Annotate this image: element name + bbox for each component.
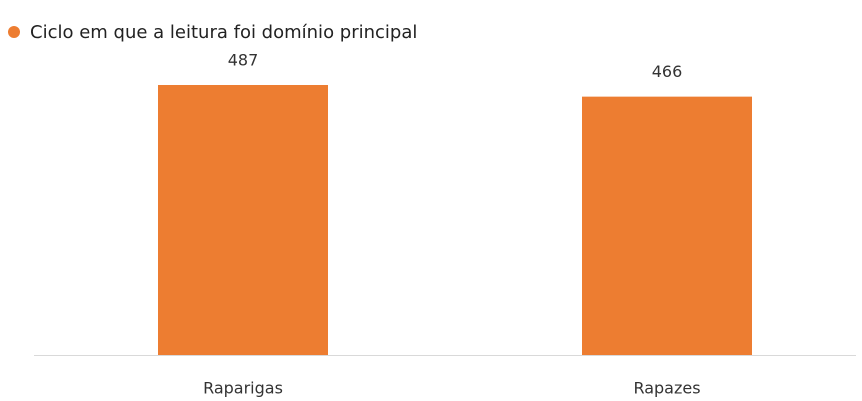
bar (158, 85, 328, 355)
x-tick-label: Rapazes (633, 379, 700, 398)
legend-marker (8, 26, 20, 38)
value-label: 466 (652, 62, 683, 81)
x-tick-label: Raparigas (203, 379, 283, 398)
bar (582, 96, 752, 356)
legend-label: Ciclo em que a leitura foi domínio princ… (30, 22, 417, 43)
value-label: 487 (228, 51, 259, 70)
